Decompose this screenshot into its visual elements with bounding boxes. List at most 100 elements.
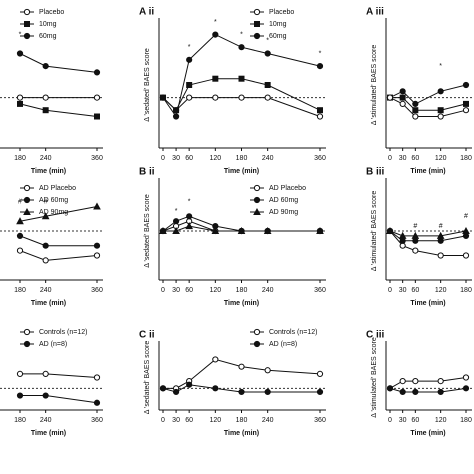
legend-label: AD (n=8) [269,341,297,348]
series-line [19,250,98,261]
marker [316,226,324,234]
marker [212,356,219,363]
legend-label: Placebo [269,9,294,16]
legend-label: 10mg [39,21,57,28]
x-tick-label: 30 [399,155,407,162]
annotation: * [266,38,269,45]
annotation: # [464,213,468,220]
y-axis-label: Δ 'sedated' BAES score [144,341,151,415]
legend-label: 60mg [39,33,57,40]
marker [159,385,167,392]
panel-title: C iii [366,330,385,341]
marker [316,113,324,120]
series-line [389,84,467,105]
x-tick-label: 240 [40,287,52,294]
x-tick-label: 240 [262,155,274,162]
legend-label: AD 60mg [39,197,68,204]
x-tick-label: 240 [262,417,274,424]
x-tick-label: 60 [185,417,193,424]
legend-label: AD Placebo [269,185,306,192]
x-tick-label: 240 [40,155,52,162]
legend-marker [253,340,261,348]
legend-label: Controls (n=12) [269,329,317,336]
x-tick-label: 360 [314,155,326,162]
x-axis-label: Time (min) [31,168,66,175]
y-axis-label: Δ 'stimulated' BAES score [371,337,378,418]
legend-marker [253,32,261,40]
marker [42,94,49,101]
marker [412,107,419,114]
marker [186,82,193,88]
annotation: * [19,31,22,38]
x-axis-label: Time (min) [410,430,445,437]
marker [437,237,444,244]
marker [462,252,470,259]
marker [316,63,324,70]
marker [264,82,271,88]
marker [264,50,271,57]
legend-marker [23,32,31,40]
series-line [19,53,98,73]
legend-marker [253,8,261,16]
marker [386,226,394,234]
x-axis-label: Time (min) [224,300,259,307]
marker [462,226,470,234]
legend-marker [253,184,261,192]
marker [437,378,444,385]
legend-label: AD 60mg [269,197,298,204]
panel-title: A iii [366,7,384,18]
x-tick-label: 180 [236,155,248,162]
marker [437,107,444,114]
x-tick-label: 30 [172,287,180,294]
marker [93,202,101,210]
marker [172,226,180,234]
marker [399,388,406,396]
legend-label: AD Placebo [39,185,76,192]
series-line [19,235,97,247]
annotation: * [214,19,217,26]
x-tick-label: 180 [14,417,26,424]
x-tick-label: 180 [14,155,26,162]
marker [412,100,419,108]
legend-label: 60mg [269,33,287,40]
x-tick-label: 240 [262,287,274,294]
annotation: * [439,63,442,70]
x-tick-label: 120 [435,417,447,424]
x-tick-label: 240 [40,417,52,424]
legend-marker [253,196,261,204]
marker [16,392,24,399]
x-tick-label: 0 [161,155,165,162]
x-tick-label: 0 [161,287,165,294]
marker [185,222,194,230]
annotation: # [413,223,417,230]
x-tick-label: 360 [91,417,103,424]
x-tick-label: 30 [172,155,180,162]
marker [437,388,444,396]
series-line [20,395,98,404]
legend-marker [254,21,260,27]
marker [42,242,49,249]
marker [412,378,419,385]
marker [93,374,101,381]
marker [172,388,180,396]
marker [463,100,469,107]
x-tick-label: 60 [185,287,193,294]
marker [264,367,271,374]
x-axis-label: Time (min) [410,300,445,307]
marker [437,88,444,95]
x-axis-label: Time (min) [31,300,66,307]
marker [238,94,245,101]
legend-marker [253,207,261,215]
marker [211,226,220,234]
x-tick-label: 360 [91,155,103,162]
marker [462,81,470,89]
legend-marker [23,328,31,336]
marker [462,385,470,392]
x-tick-label: 180 [14,287,26,294]
x-tick-label: 60 [411,287,419,294]
marker [238,363,245,370]
x-tick-label: 180 [236,417,248,424]
x-axis-label: Time (min) [410,168,445,175]
x-tick-label: 120 [209,417,221,424]
